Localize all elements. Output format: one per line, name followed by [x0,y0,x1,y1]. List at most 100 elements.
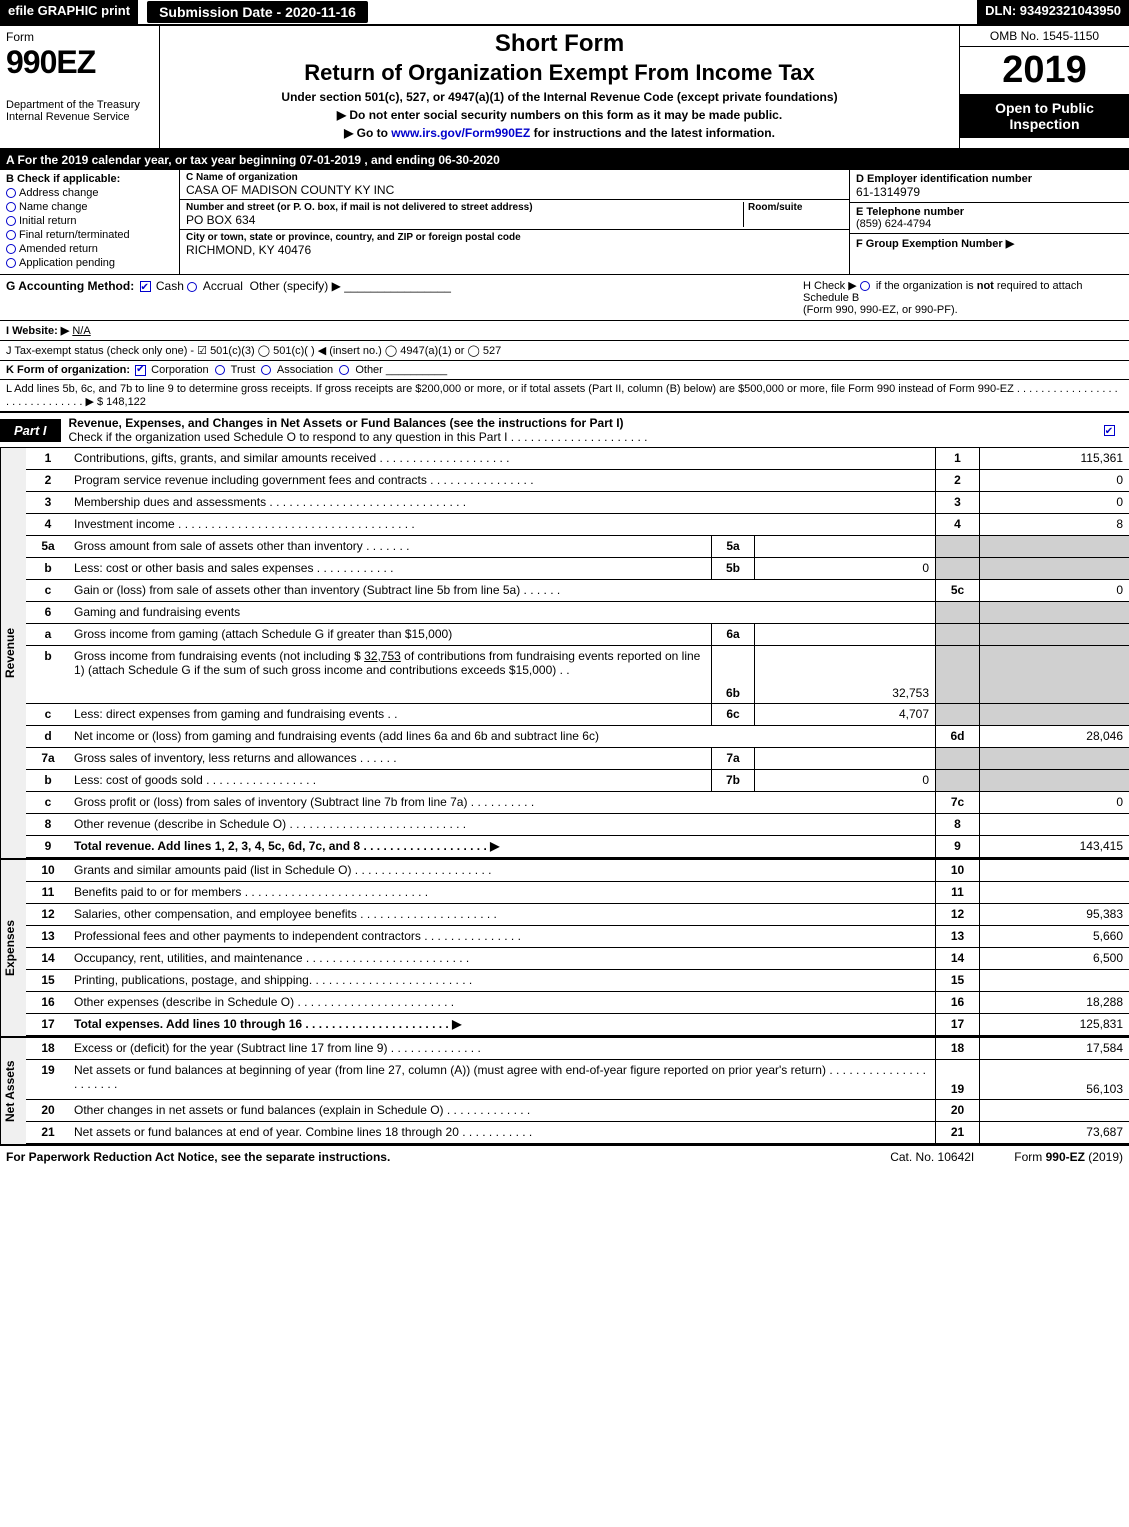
ln5b-sv: 0 [755,558,935,579]
netassets-lines: 18Excess or (deficit) for the year (Subt… [26,1038,1129,1144]
line-3: 3Membership dues and assessments . . . .… [26,492,1129,514]
ln2-num: 2 [26,470,70,491]
ln7b-desc: Less: cost of goods sold . . . . . . . .… [70,770,711,791]
radio-schedb-icon[interactable] [860,281,870,291]
ln11-num: 11 [26,882,70,903]
line-6c: cLess: direct expenses from gaming and f… [26,704,1129,726]
k-label: K Form of organization: [6,364,130,376]
ln4-desc: Investment income . . . . . . . . . . . … [70,514,935,535]
ln12-num: 12 [26,904,70,925]
line-4: 4Investment income . . . . . . . . . . .… [26,514,1129,536]
radio-other-icon[interactable] [339,365,349,375]
address-row: Number and street (or P. O. box, if mail… [180,200,849,230]
line-2: 2Program service revenue including gover… [26,470,1129,492]
ln20-desc: Other changes in net assets or fund bala… [70,1100,935,1121]
radio-accrual-icon[interactable] [187,282,197,292]
header-left: Form 990EZ Department of the Treasury In… [0,26,160,148]
ln3-num: 3 [26,492,70,513]
ln7a-desc: Gross sales of inventory, less returns a… [70,748,711,769]
ln6b-cg [935,646,979,703]
form-number: 990EZ [6,44,153,81]
check-pending-label: Application pending [19,257,115,269]
revenue-section: Revenue 1Contributions, gifts, grants, a… [0,448,1129,860]
ln11-v [979,882,1129,903]
part1-tag: Part I [0,419,61,442]
check-name[interactable]: Name change [6,201,173,213]
line-6a: aGross income from gaming (attach Schedu… [26,624,1129,646]
efile-label[interactable]: efile GRAPHIC print [0,0,138,24]
line-13: 13Professional fees and other payments t… [26,926,1129,948]
tax-year: 2019 [960,47,1129,94]
ln8-c: 8 [935,814,979,835]
ln6b-sv: 32,753 [755,646,935,703]
check-b-section: B Check if applicable: Address change Na… [0,170,180,274]
ln14-desc: Occupancy, rent, utilities, and maintena… [70,948,935,969]
ln3-c: 3 [935,492,979,513]
korg-other-label: Other [355,364,383,376]
line-9: 9Total revenue. Add lines 1, 2, 3, 4, 5c… [26,836,1129,858]
ln6c-sn: 6c [711,704,755,725]
ln5a-sv [755,536,935,557]
check-final[interactable]: Final return/terminated [6,229,173,241]
line-18: 18Excess or (deficit) for the year (Subt… [26,1038,1129,1060]
ln1-v: 115,361 [979,448,1129,469]
city-row: City or town, state or province, country… [180,230,849,259]
j-row: J Tax-exempt status (check only one) - ☑… [0,341,1129,361]
ln15-num: 15 [26,970,70,991]
ln8-num: 8 [26,814,70,835]
ln5a-vg [979,536,1129,557]
line-16: 16Other expenses (describe in Schedule O… [26,992,1129,1014]
ein: 61-1314979 [856,185,1123,199]
ln9-v: 143,415 [979,836,1129,857]
ln14-num: 14 [26,948,70,969]
goto-pre: ▶ Go to [344,126,391,140]
radio-trust-icon[interactable] [215,365,225,375]
accrual-label: Accrual [203,279,243,293]
ln7b-cg [935,770,979,791]
line-21: 21Net assets or fund balances at end of … [26,1122,1129,1144]
part1-checkbox[interactable] [1089,423,1129,437]
ln21-desc: Net assets or fund balances at end of ye… [70,1122,935,1143]
ln6c-vg [979,704,1129,725]
dept-treasury: Department of the Treasury [6,99,153,111]
ln6a-num: a [26,624,70,645]
d-label: D Employer identification number [856,173,1123,185]
expenses-vlabel: Expenses [0,860,26,1036]
i-row: I Website: ▶ N/A [0,321,1129,341]
ln21-c: 21 [935,1122,979,1143]
ln1-c: 1 [935,448,979,469]
check-cash-icon[interactable] [140,281,151,292]
ln7b-sn: 7b [711,770,755,791]
open-public: Open to Public Inspection [960,94,1129,138]
radio-assoc-icon[interactable] [261,365,271,375]
org-name: CASA OF MADISON COUNTY KY INC [186,183,394,197]
ln17-desc-b: Total expenses. Add lines 10 through 16 … [74,1017,461,1031]
ln12-c: 12 [935,904,979,925]
irs-link[interactable]: www.irs.gov/Form990EZ [391,126,530,140]
check-initial[interactable]: Initial return [6,215,173,227]
part1-title-text: Revenue, Expenses, and Changes in Net As… [69,416,624,430]
return-title: Return of Organization Exempt From Incom… [168,60,951,86]
expenses-section: Expenses 10Grants and similar amounts pa… [0,860,1129,1038]
check-pending[interactable]: Application pending [6,257,173,269]
revenue-lines: 1Contributions, gifts, grants, and simil… [26,448,1129,858]
check-initial-label: Initial return [19,215,76,227]
check-amended[interactable]: Amended return [6,243,173,255]
ln13-desc: Professional fees and other payments to … [70,926,935,947]
ln2-v: 0 [979,470,1129,491]
check-corp-icon[interactable] [135,365,146,376]
ln2-c: 2 [935,470,979,491]
ln4-num: 4 [26,514,70,535]
under-section: Under section 501(c), 527, or 4947(a)(1)… [168,90,951,104]
ln6d-num: d [26,726,70,747]
ln5b-num: b [26,558,70,579]
check-address-label: Address change [19,187,99,199]
ln6-vg [979,602,1129,623]
ln11-desc: Benefits paid to or for members . . . . … [70,882,935,903]
ln10-v [979,860,1129,881]
ln20-num: 20 [26,1100,70,1121]
ln5a-desc: Gross amount from sale of assets other t… [70,536,711,557]
check-amended-label: Amended return [19,243,98,255]
check-address[interactable]: Address change [6,187,173,199]
ssn-note: ▶ Do not enter social security numbers o… [168,108,951,122]
